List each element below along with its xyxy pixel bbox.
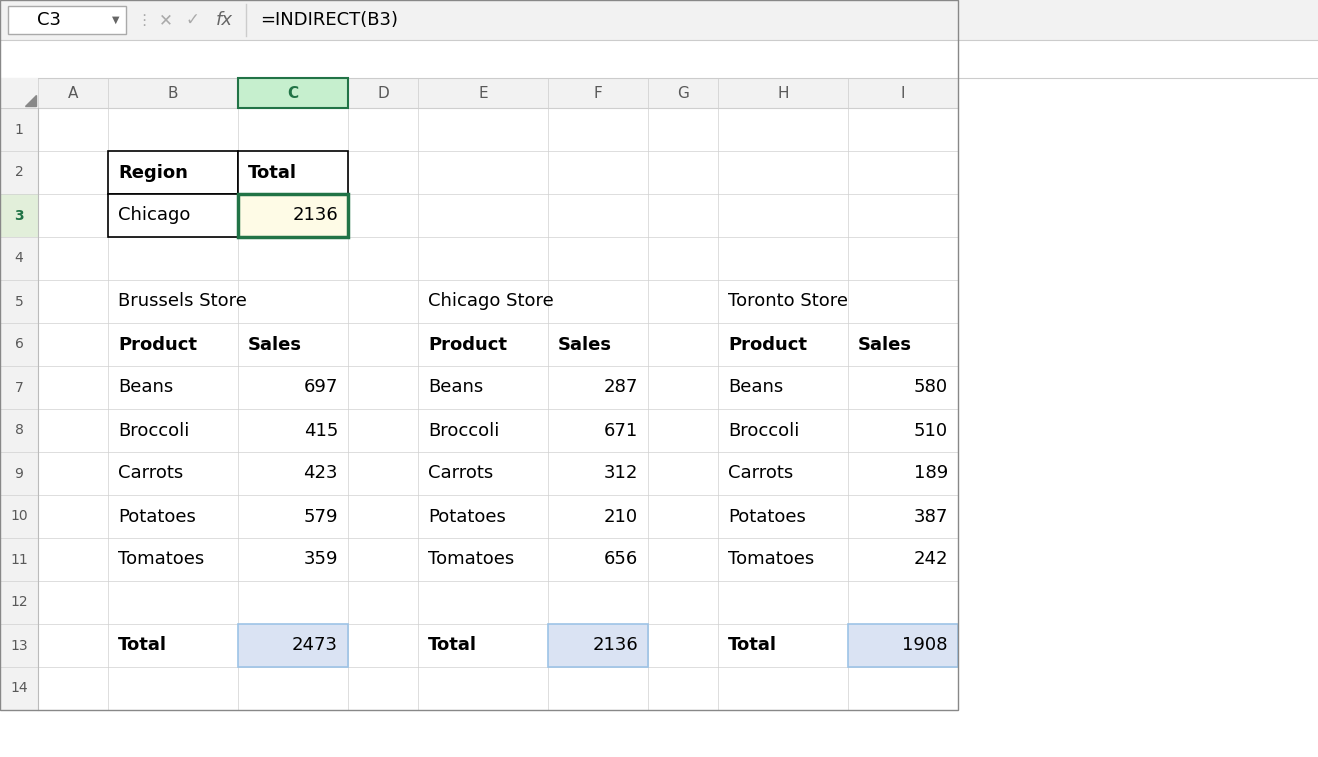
Text: 2: 2 bbox=[14, 166, 24, 179]
Bar bbox=[0, 78, 38, 108]
Bar bbox=[0, 0, 1318, 40]
Bar bbox=[239, 194, 348, 237]
Text: C3: C3 bbox=[37, 11, 62, 29]
Bar bbox=[38, 108, 958, 710]
Text: Product: Product bbox=[728, 335, 807, 354]
Text: 5: 5 bbox=[14, 294, 24, 309]
Text: Total: Total bbox=[728, 637, 778, 655]
Text: 10: 10 bbox=[11, 509, 28, 524]
Bar bbox=[0, 40, 1318, 78]
Text: 671: 671 bbox=[604, 422, 638, 440]
Text: 3: 3 bbox=[14, 208, 24, 223]
Text: 210: 210 bbox=[604, 507, 638, 525]
Polygon shape bbox=[25, 95, 36, 106]
Text: 415: 415 bbox=[303, 422, 337, 440]
Text: Toronto Store: Toronto Store bbox=[728, 292, 847, 310]
Text: Potatoes: Potatoes bbox=[428, 507, 506, 525]
Text: ⋮: ⋮ bbox=[136, 13, 152, 27]
Text: Broccoli: Broccoli bbox=[728, 422, 800, 440]
Text: F: F bbox=[593, 86, 602, 101]
Text: Tomatoes: Tomatoes bbox=[428, 550, 514, 569]
Text: 8: 8 bbox=[14, 423, 24, 438]
Text: A: A bbox=[67, 86, 78, 101]
Text: Total: Total bbox=[428, 637, 477, 655]
Text: Carrots: Carrots bbox=[119, 465, 183, 482]
Text: Potatoes: Potatoes bbox=[119, 507, 196, 525]
Text: Total: Total bbox=[248, 164, 297, 182]
Text: Broccoli: Broccoli bbox=[428, 422, 500, 440]
Text: 1908: 1908 bbox=[903, 637, 948, 655]
Text: =INDIRECT(B3): =INDIRECT(B3) bbox=[260, 11, 398, 29]
Bar bbox=[239, 151, 348, 194]
Text: 423: 423 bbox=[303, 465, 337, 482]
Text: 14: 14 bbox=[11, 681, 28, 696]
Text: Beans: Beans bbox=[428, 378, 484, 397]
Bar bbox=[0, 0, 958, 710]
Text: Beans: Beans bbox=[119, 378, 173, 397]
Bar bbox=[0, 78, 958, 108]
Bar bbox=[108, 151, 239, 194]
Text: 1: 1 bbox=[14, 123, 24, 136]
Text: 242: 242 bbox=[913, 550, 948, 569]
Text: 13: 13 bbox=[11, 638, 28, 653]
Text: 580: 580 bbox=[913, 378, 948, 397]
Text: ▼: ▼ bbox=[112, 15, 120, 25]
Text: Total: Total bbox=[119, 637, 167, 655]
Text: Tomatoes: Tomatoes bbox=[728, 550, 815, 569]
Text: G: G bbox=[677, 86, 689, 101]
Text: 9: 9 bbox=[14, 466, 24, 481]
Text: Sales: Sales bbox=[248, 335, 302, 354]
Text: Sales: Sales bbox=[858, 335, 912, 354]
Text: 4: 4 bbox=[14, 251, 24, 266]
Text: fx: fx bbox=[216, 11, 232, 29]
Text: 359: 359 bbox=[303, 550, 337, 569]
Text: 312: 312 bbox=[604, 465, 638, 482]
Text: 510: 510 bbox=[913, 422, 948, 440]
Text: 11: 11 bbox=[11, 553, 28, 566]
Text: Region: Region bbox=[119, 164, 188, 182]
Bar bbox=[239, 78, 348, 108]
Text: B: B bbox=[167, 86, 178, 101]
Bar bbox=[548, 624, 648, 667]
Text: Beans: Beans bbox=[728, 378, 783, 397]
Text: H: H bbox=[778, 86, 788, 101]
Text: 287: 287 bbox=[604, 378, 638, 397]
Text: C: C bbox=[287, 86, 299, 101]
Text: E: E bbox=[478, 86, 488, 101]
Bar bbox=[8, 6, 127, 34]
Text: 697: 697 bbox=[303, 378, 337, 397]
Bar bbox=[239, 624, 348, 667]
Text: 7: 7 bbox=[14, 381, 24, 394]
Text: Broccoli: Broccoli bbox=[119, 422, 190, 440]
Text: 2473: 2473 bbox=[293, 637, 337, 655]
Text: Carrots: Carrots bbox=[728, 465, 793, 482]
Text: Potatoes: Potatoes bbox=[728, 507, 805, 525]
Text: I: I bbox=[900, 86, 905, 101]
Text: 656: 656 bbox=[604, 550, 638, 569]
Text: 2136: 2136 bbox=[592, 637, 638, 655]
Text: Carrots: Carrots bbox=[428, 465, 493, 482]
Text: ✕: ✕ bbox=[159, 11, 173, 29]
Text: Brussels Store: Brussels Store bbox=[119, 292, 246, 310]
Text: Product: Product bbox=[119, 335, 196, 354]
Text: 6: 6 bbox=[14, 338, 24, 351]
Text: ✓: ✓ bbox=[185, 11, 199, 29]
Text: 579: 579 bbox=[303, 507, 337, 525]
Text: D: D bbox=[377, 86, 389, 101]
Text: Chicago Store: Chicago Store bbox=[428, 292, 554, 310]
Text: 12: 12 bbox=[11, 596, 28, 609]
Bar bbox=[847, 624, 958, 667]
Text: 189: 189 bbox=[913, 465, 948, 482]
Bar bbox=[0, 194, 38, 237]
Bar bbox=[108, 194, 239, 237]
Text: Tomatoes: Tomatoes bbox=[119, 550, 204, 569]
Text: Sales: Sales bbox=[558, 335, 612, 354]
Bar bbox=[0, 108, 38, 710]
Text: Product: Product bbox=[428, 335, 507, 354]
Text: 2136: 2136 bbox=[293, 207, 337, 225]
Text: Chicago: Chicago bbox=[119, 207, 190, 225]
Text: 387: 387 bbox=[913, 507, 948, 525]
